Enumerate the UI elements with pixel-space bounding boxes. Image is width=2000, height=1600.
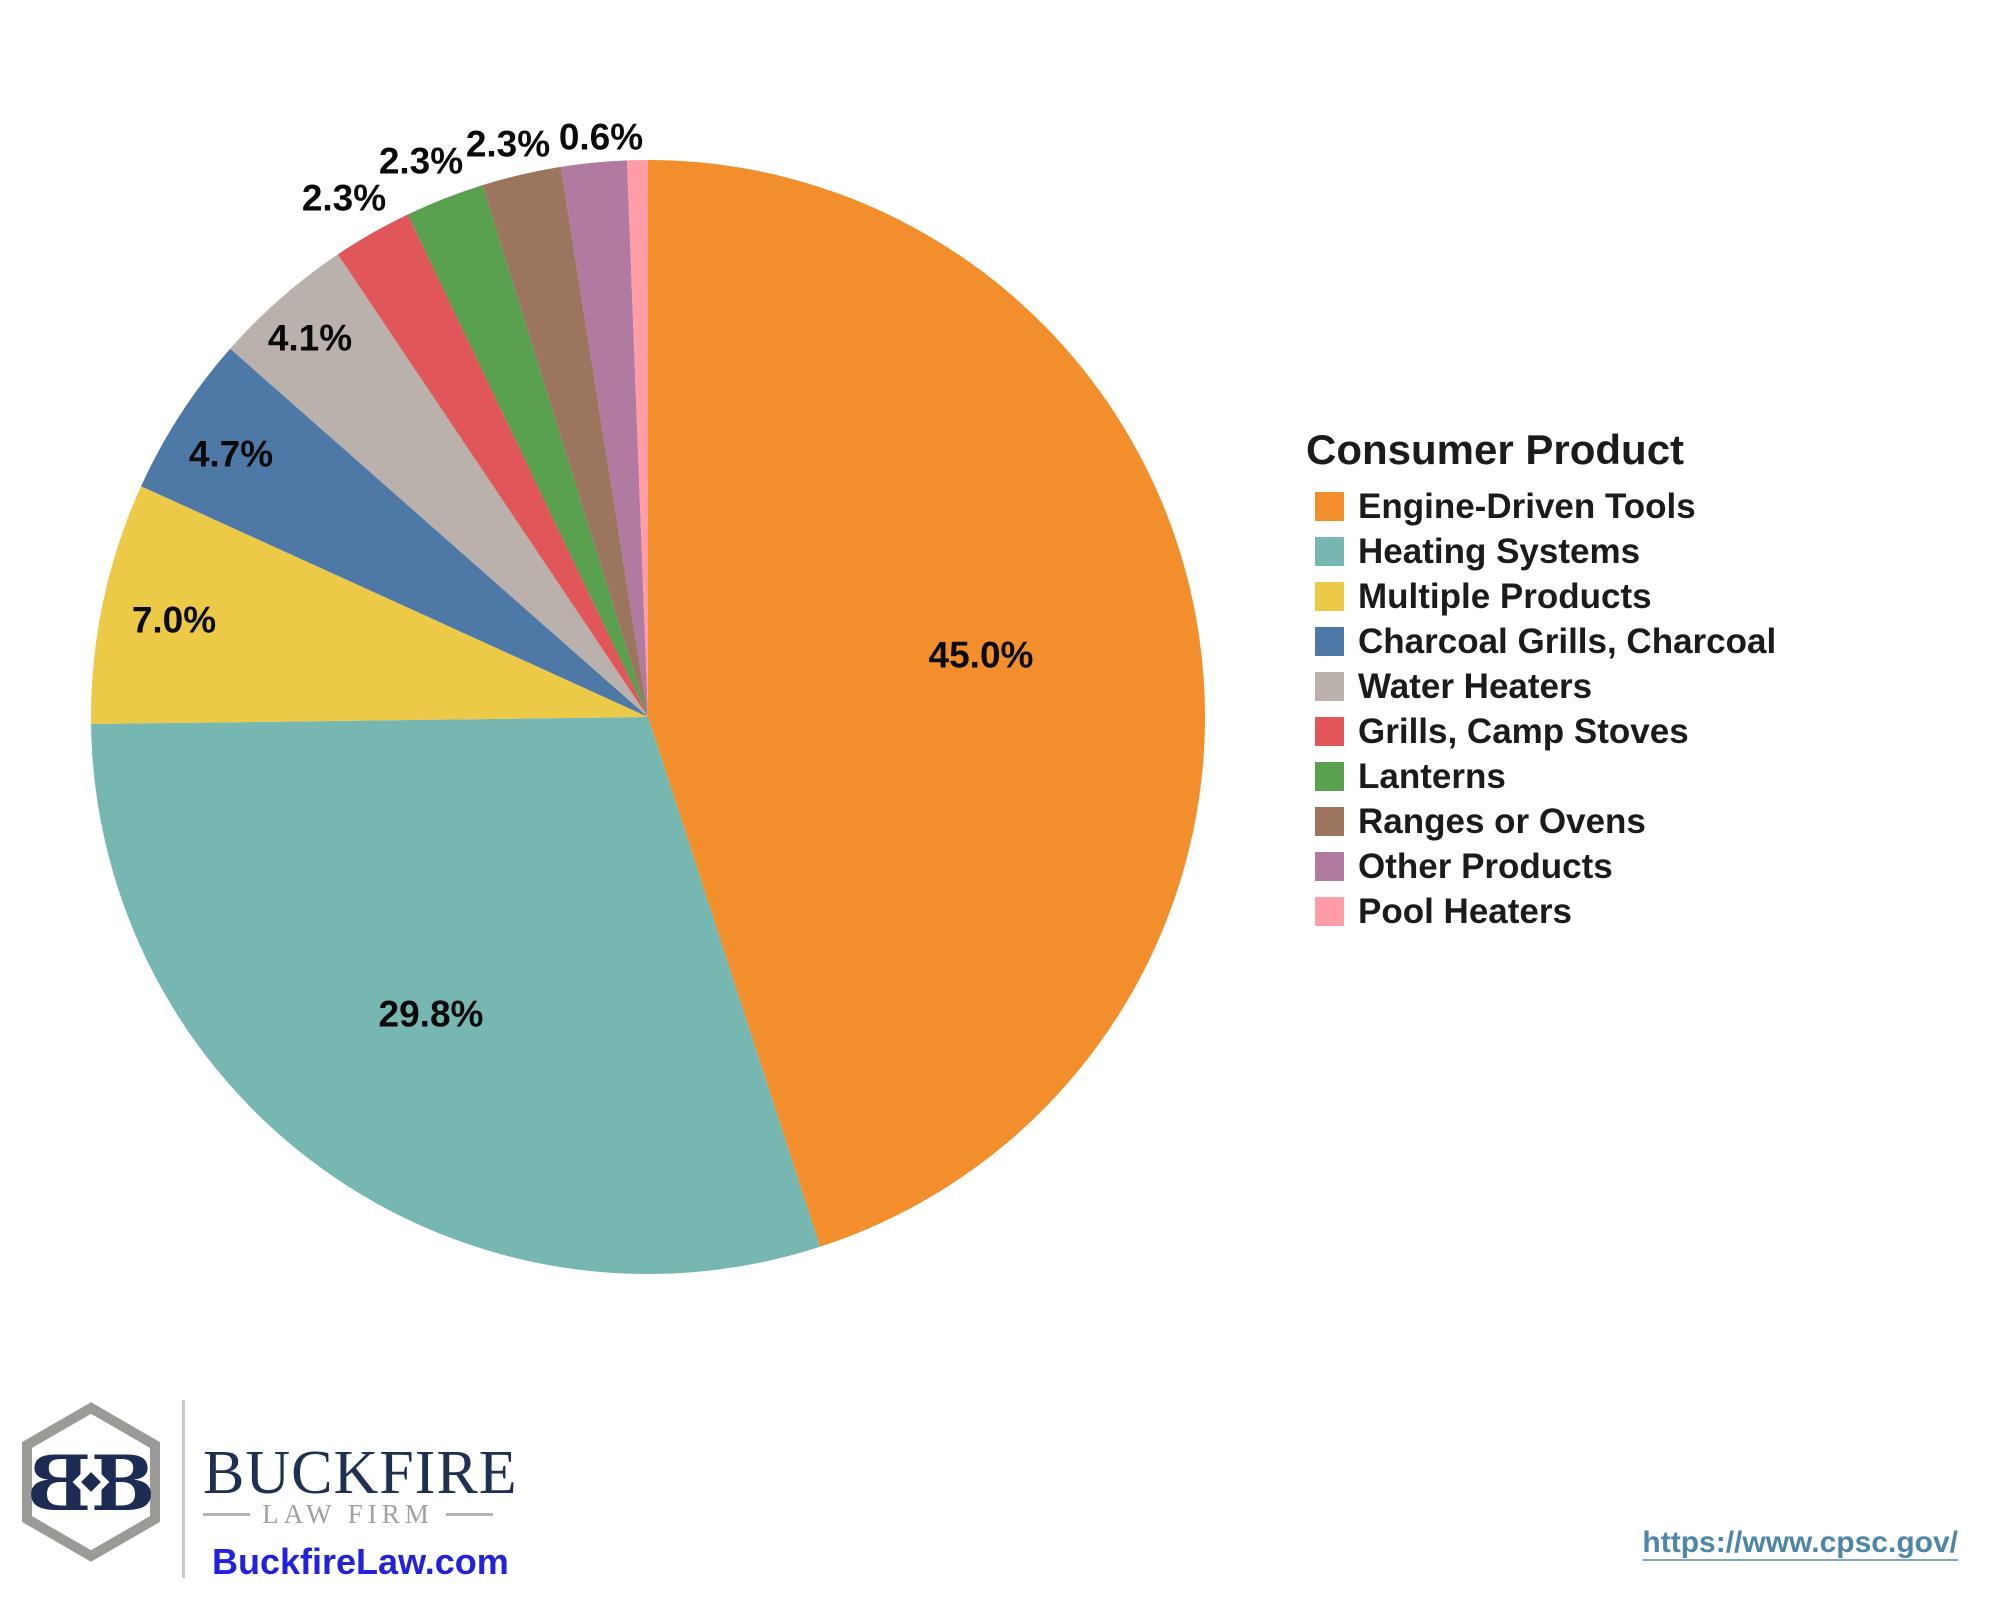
legend-item-multiple-products[interactable]: Multiple Products bbox=[1306, 574, 1866, 619]
legend-item-other-products[interactable]: Other Products bbox=[1306, 844, 1866, 889]
pie-slice-ranges-or-ovens[interactable] bbox=[482, 166, 648, 718]
legend-swatch-engine-driven-tools bbox=[1315, 492, 1344, 521]
legend-label: Charcoal Grills, Charcoal bbox=[1358, 621, 1777, 661]
pie-label-engine-driven-tools: 45.0% bbox=[929, 635, 1034, 676]
legend-swatch-pool-heaters bbox=[1315, 897, 1344, 926]
legend-item-engine-driven-tools[interactable]: Engine-Driven Tools bbox=[1306, 484, 1866, 529]
legend-swatch-grills-camp-stoves bbox=[1315, 717, 1344, 746]
pie-label-heating-systems: 29.8% bbox=[379, 994, 484, 1035]
firm-subtitle: LAW FIRM bbox=[262, 1499, 434, 1529]
pie-label-ranges-or-ovens: 2.3% bbox=[466, 124, 550, 165]
legend-label: Other Products bbox=[1358, 846, 1613, 886]
legend-label: Ranges or Ovens bbox=[1358, 801, 1646, 841]
pie-slice-engine-driven-tools[interactable] bbox=[648, 159, 1206, 1247]
pie-slice-lanterns[interactable] bbox=[407, 185, 648, 717]
pie-slice-multiple-products[interactable] bbox=[90, 486, 648, 724]
pie-label-grills-camp-stoves: 2.3% bbox=[302, 178, 386, 219]
pie-label-multiple-products: 7.0% bbox=[132, 600, 216, 641]
legend-item-charcoal-grills-charcoal[interactable]: Charcoal Grills, Charcoal bbox=[1306, 619, 1866, 664]
legend-label: Pool Heaters bbox=[1358, 891, 1572, 931]
rule-line-left bbox=[203, 1513, 251, 1516]
legend-label: Water Heaters bbox=[1358, 666, 1593, 706]
pie-slice-heating-systems[interactable] bbox=[91, 717, 821, 1275]
pie-slice-charcoal-grills-charcoal[interactable] bbox=[141, 348, 648, 717]
legend-swatch-heating-systems bbox=[1315, 537, 1344, 566]
firm-name: BUCKFIRE bbox=[203, 1439, 518, 1507]
legend-swatch-charcoal-grills-charcoal bbox=[1315, 627, 1344, 656]
legend-title: Consumer Product bbox=[1306, 426, 1685, 473]
legend-label: Heating Systems bbox=[1358, 531, 1641, 571]
legend-item-heating-systems[interactable]: Heating Systems bbox=[1306, 529, 1866, 574]
buckfirelaw-link[interactable]: BuckfireLaw.com bbox=[212, 1541, 509, 1582]
legend-swatch-ranges-or-ovens bbox=[1315, 807, 1344, 836]
monogram-diamond-icon bbox=[81, 1472, 101, 1492]
pie-slice-grills-camp-stoves[interactable] bbox=[337, 214, 648, 717]
rule-line-right bbox=[445, 1513, 494, 1516]
pie-label-lanterns: 2.3% bbox=[379, 141, 463, 182]
legend-item-water-heaters[interactable]: Water Heaters bbox=[1306, 664, 1866, 709]
legend-swatch-multiple-products bbox=[1315, 582, 1344, 611]
legend-swatch-other-products bbox=[1315, 852, 1344, 881]
legend-item-grills-camp-stoves[interactable]: Grills, Camp Stoves bbox=[1306, 709, 1866, 754]
legend-rows: Engine-Driven Tools Heating Systems Multip… bbox=[1306, 484, 1866, 934]
buckfire-logo: B B bbox=[22, 1402, 160, 1562]
pie-label-water-heaters: 4.1% bbox=[268, 318, 352, 359]
pie-slice-water-heaters[interactable] bbox=[230, 254, 648, 718]
legend-label: Grills, Camp Stoves bbox=[1358, 711, 1689, 751]
pie-label-charcoal-grills-charcoal: 4.7% bbox=[189, 434, 273, 475]
legend-label: Multiple Products bbox=[1358, 576, 1652, 616]
legend-swatch-lanterns bbox=[1315, 762, 1344, 791]
legend-item-pool-heaters[interactable]: Pool Heaters bbox=[1306, 889, 1866, 934]
legend-item-lanterns[interactable]: Lanterns bbox=[1306, 754, 1866, 799]
pie-label-pool-heaters: 0.6% bbox=[559, 117, 643, 158]
legend: Consumer Product Engine-Driven Tools Heat… bbox=[1306, 426, 1866, 934]
firm-subtitle-row: LAW FIRM bbox=[203, 1499, 494, 1530]
cpsc-source-link[interactable]: https://www.cpsc.gov/ bbox=[1642, 1526, 1958, 1559]
legend-swatch-water-heaters bbox=[1315, 672, 1344, 701]
legend-label: Engine-Driven Tools bbox=[1358, 486, 1696, 526]
legend-label: Lanterns bbox=[1358, 756, 1506, 796]
pie-slice-pool-heaters[interactable] bbox=[627, 160, 648, 717]
legend-item-ranges-or-ovens[interactable]: Ranges or Ovens bbox=[1306, 799, 1866, 844]
pie-slice-other-products[interactable] bbox=[560, 160, 648, 717]
logo-divider bbox=[182, 1400, 185, 1578]
